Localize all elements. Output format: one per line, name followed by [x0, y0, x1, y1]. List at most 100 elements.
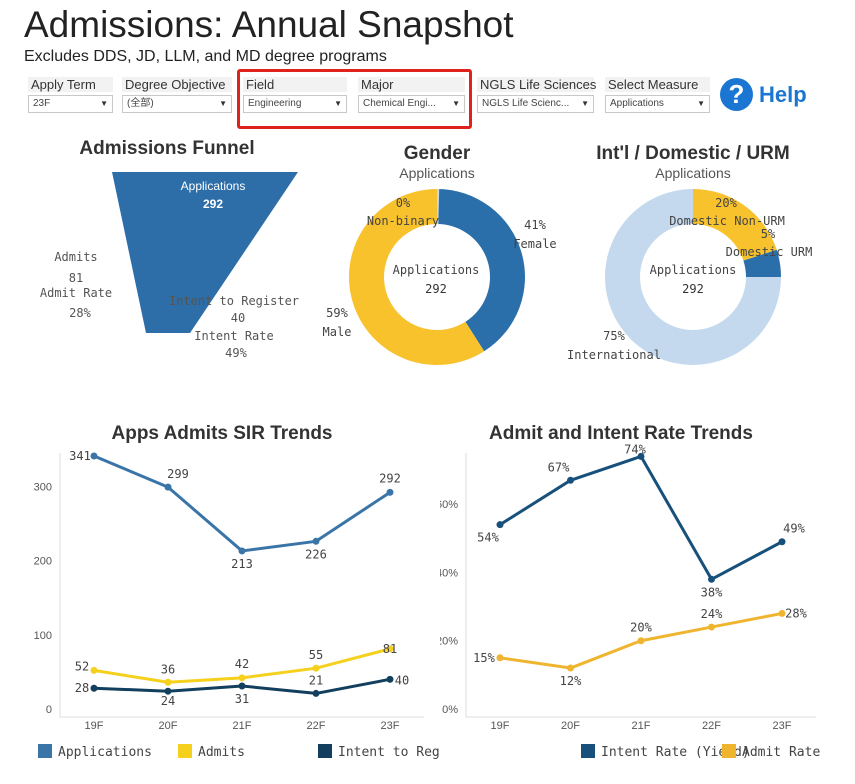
legend-swatch-applications [38, 744, 52, 758]
filter-label: Select Measure [605, 77, 710, 92]
data-point-admit-rate[interactable] [637, 637, 645, 645]
data-point-applications[interactable] [238, 547, 246, 555]
data-point-intent-rate-yield[interactable] [567, 476, 574, 484]
gender-subtitle: Applications [399, 165, 475, 181]
degree-objective-select[interactable]: (全部) ▼ [122, 95, 232, 113]
selected-value: Applications [610, 98, 664, 109]
intl-domestic-urm-pct: 5% [761, 227, 776, 241]
chart-title: Apps Admits SIR Trends [112, 423, 333, 444]
data-point-applications[interactable] [386, 488, 394, 496]
intl-subtitle: Applications [655, 165, 731, 181]
legend-label-admit-rate[interactable]: Admit Rate [742, 745, 820, 760]
donut-slice-international[interactable] [605, 189, 781, 365]
filter-select-measure: Select Measure Applications ▼ [605, 77, 710, 113]
donut-slice-non-binary[interactable] [437, 189, 440, 225]
admissions-funnel: Admissions Funnel Applications 292 Admit… [35, 138, 299, 360]
gender-center-value: 292 [425, 282, 447, 296]
donut-slice-male[interactable] [349, 189, 485, 365]
filter-label: Degree Objective [122, 77, 232, 92]
x-tick-label: 23F [381, 720, 400, 732]
data-label-intent-rate-yield: 38% [701, 585, 723, 599]
dropdown-arrow-icon: ▼ [219, 99, 227, 108]
data-point-admit-rate[interactable] [708, 623, 715, 631]
apps-admits-sir-chart: Apps Admits SIR Trends 0 100 200 300 19F 20F… [34, 423, 440, 760]
data-point-admits[interactable] [386, 645, 394, 653]
data-point-applications[interactable] [312, 537, 320, 545]
funnel-intent-rate-label: Intent Rate [194, 329, 273, 343]
funnel-admits-label: Admits [54, 250, 97, 264]
data-point-admits[interactable] [164, 678, 172, 686]
data-label-applications: 213 [231, 557, 253, 571]
data-point-intent-to-register[interactable] [386, 675, 394, 683]
data-point-intent-to-register[interactable] [90, 684, 98, 692]
data-label-admit-rate: 28% [785, 606, 807, 620]
data-point-applications[interactable] [164, 483, 172, 491]
field-select[interactable]: Engineering ▼ [243, 95, 347, 113]
funnel-admit-rate-label: Admit Rate [40, 286, 112, 300]
intl-donut-chart: Int'l / Domestic / URM Applications Appl… [567, 143, 813, 365]
intl-domestic-non-urm-label: Domestic Non-URM [669, 214, 785, 228]
dropdown-arrow-icon: ▼ [334, 99, 342, 108]
dropdown-arrow-icon: ▼ [581, 99, 589, 108]
selected-value: (全部) [127, 98, 154, 109]
y-tick-label: 300 [34, 481, 52, 493]
x-tick-label: 23F [773, 720, 792, 732]
funnel-shape[interactable] [35, 172, 298, 333]
filter-label: Field [243, 77, 347, 92]
donut-slice-female[interactable] [437, 189, 525, 352]
data-point-admit-rate[interactable] [778, 609, 786, 617]
major-select[interactable]: Chemical Engi... ▼ [358, 95, 465, 113]
legend-swatch-intent-to-register [318, 744, 332, 758]
x-tick-label: 20F [159, 720, 178, 732]
data-point-intent-to-register[interactable] [312, 689, 320, 697]
series-line-intent-rate-yield[interactable] [499, 454, 783, 581]
legend-swatch-intent-rate-yield [581, 744, 595, 758]
selected-value: 23F [33, 98, 51, 109]
legend-label-intent-rate-yield[interactable]: Intent Rate (Yield) [601, 745, 750, 760]
admit-intent-rate-chart: Admit and Intent Rate Trends 0% 20% 40% 60%… [440, 423, 820, 760]
intl-domestic-urm-label: Domestic URM [726, 245, 813, 259]
filter-degree-objective: Degree Objective (全部) ▼ [122, 77, 232, 113]
legend-label-intent-to-register[interactable]: Intent to Register [338, 745, 440, 760]
gender-nonbinary-pct: 0% [396, 196, 411, 210]
data-point-intent-rate-yield[interactable] [708, 575, 715, 583]
data-label-admit-rate: 12% [560, 674, 582, 688]
data-label-admit-rate: 15% [473, 651, 495, 665]
y-tick-label: 0% [442, 704, 458, 716]
data-point-intent-to-register[interactable] [164, 687, 172, 695]
filter-major: Major Chemical Engi... ▼ [358, 77, 465, 113]
data-point-admits[interactable] [238, 674, 246, 682]
data-label-intent-to-register: 40 [395, 673, 409, 687]
x-tick-label: 20F [561, 720, 580, 732]
legend-label-admits[interactable]: Admits [198, 745, 245, 760]
selected-value: Chemical Engi... [363, 98, 436, 109]
data-point-admit-rate[interactable] [567, 664, 574, 672]
data-label-intent-to-register: 24 [161, 694, 175, 708]
chart-title: Admit and Intent Rate Trends [489, 423, 753, 444]
data-point-intent-rate-yield[interactable] [778, 538, 786, 546]
gender-title: Gender [404, 143, 471, 164]
ngls-select[interactable]: NGLS Life Scienc... ▼ [477, 95, 594, 113]
intl-center-value: 292 [682, 282, 704, 296]
intl-domestic-non-urm-pct: 20% [715, 196, 737, 210]
legend-label-applications[interactable]: Applications [58, 745, 152, 760]
x-tick-label: 21F [632, 720, 651, 732]
data-point-intent-to-register[interactable] [238, 682, 246, 690]
gender-donut-chart: Gender Applications Applications 292 0% … [323, 143, 557, 365]
funnel-intent-rate-value: 49% [225, 346, 247, 360]
data-point-applications[interactable] [90, 452, 98, 460]
data-point-admits[interactable] [312, 664, 320, 672]
data-point-admit-rate[interactable] [496, 654, 504, 662]
filter-label: Apply Term [28, 77, 113, 92]
data-point-intent-rate-yield[interactable] [637, 452, 645, 460]
data-label-intent-rate-yield: 67% [548, 460, 570, 474]
series-line-applications[interactable] [93, 454, 391, 553]
help-button[interactable]: ? Help [720, 78, 807, 111]
apply-term-select[interactable]: 23F ▼ [28, 95, 113, 113]
donut-slice-domestic-non-urm[interactable] [693, 189, 777, 261]
measure-select[interactable]: Applications ▼ [605, 95, 710, 113]
data-point-admits[interactable] [90, 666, 98, 674]
data-point-intent-rate-yield[interactable] [496, 521, 504, 529]
donut-slice-domestic-urm[interactable] [743, 249, 781, 277]
gender-female-pct: 41% [524, 218, 546, 232]
